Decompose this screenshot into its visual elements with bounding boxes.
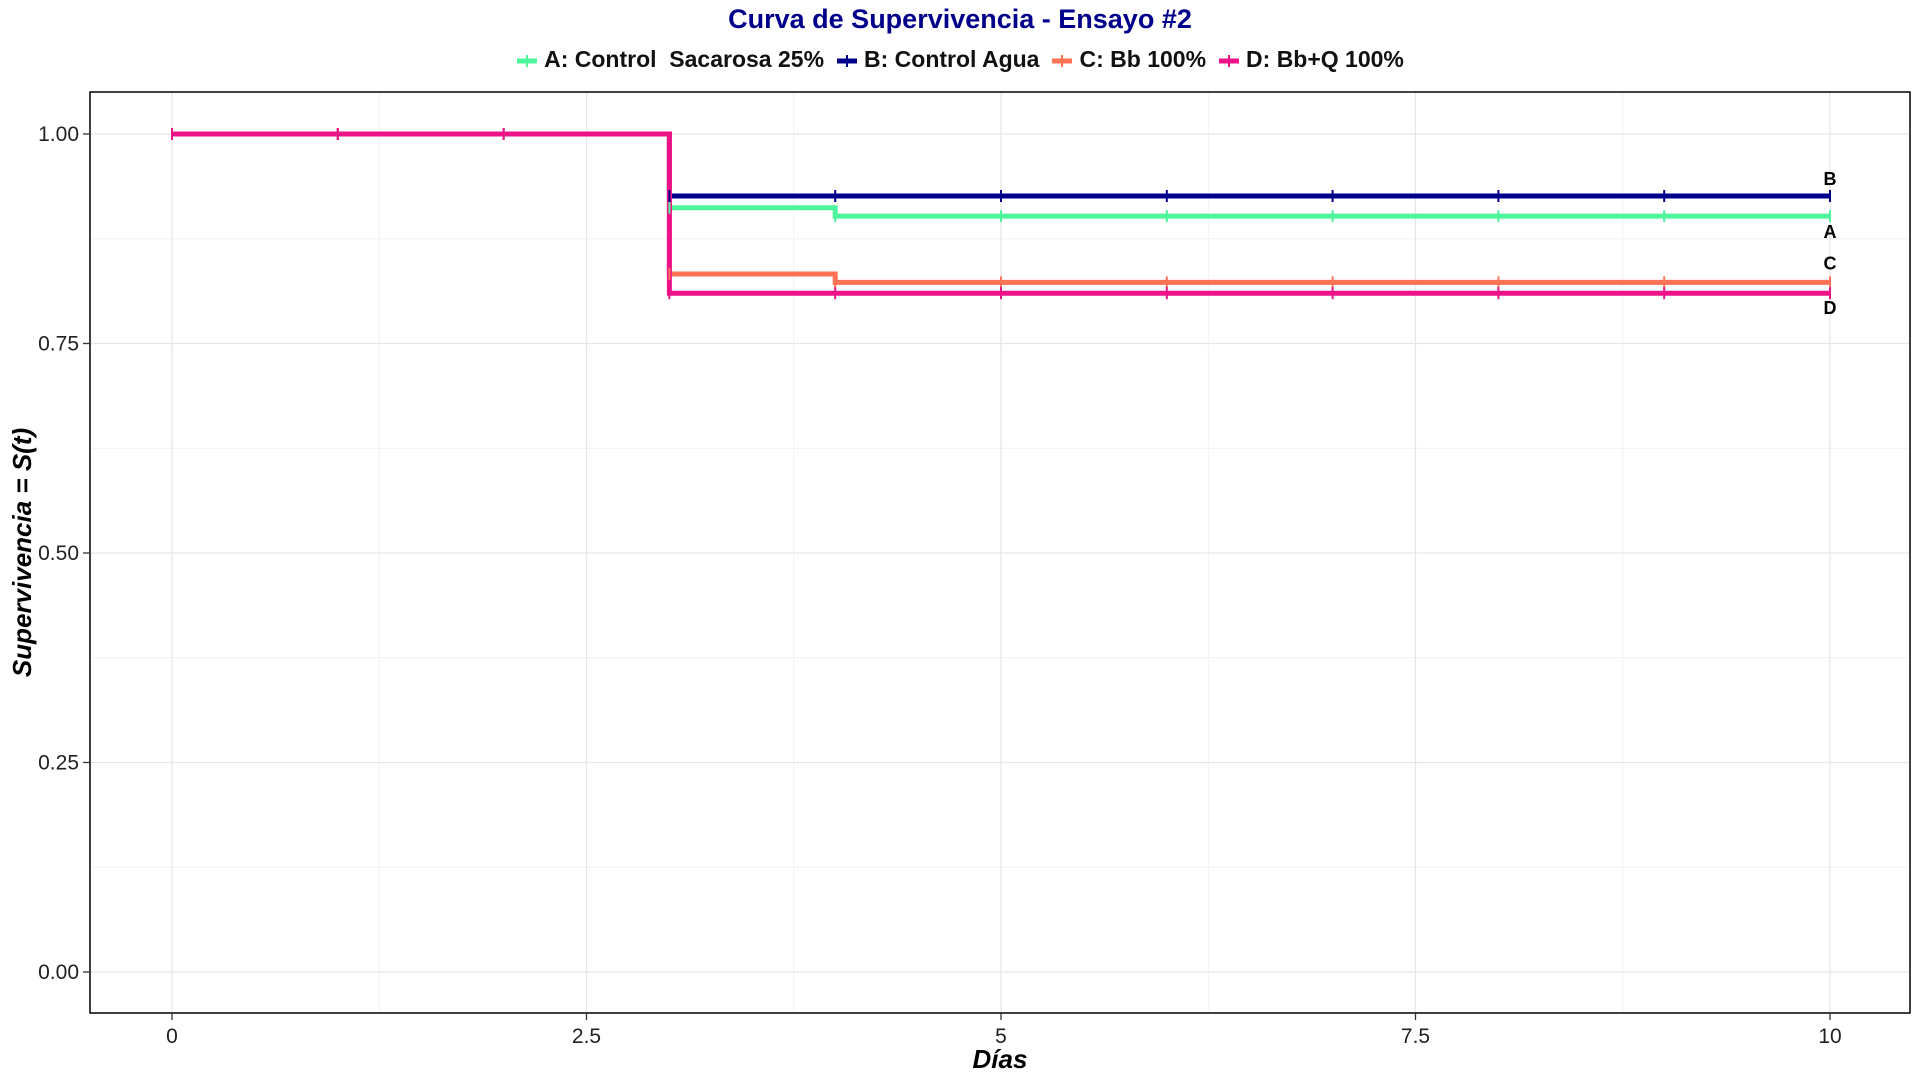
series-end-label-B: B [1824, 169, 1837, 189]
legend-label-D: D: Bb+Q 100% [1246, 46, 1404, 72]
x-tick-label: 2.5 [572, 1025, 601, 1048]
legend-key-B [837, 54, 858, 67]
legend-item-C: C: Bb 100% [1051, 46, 1206, 73]
y-tick-label: 1.00 [38, 123, 79, 146]
y-tick-label: 0.00 [38, 961, 79, 984]
legend-key-C [1052, 54, 1073, 67]
legend-item-A: A: Control Sacarosa 25% [516, 46, 824, 73]
y-tick-label: 0.50 [38, 542, 79, 565]
y-tick-label: 0.25 [38, 752, 79, 775]
x-tick-label: 10 [1818, 1025, 1841, 1048]
series-end-label-D: D [1824, 298, 1837, 318]
x-tick-label: 0 [166, 1025, 178, 1048]
x-tick-label: 5 [995, 1025, 1007, 1048]
legend: A: Control Sacarosa 25% B: Control Agua C:… [0, 46, 1920, 73]
legend-label-A: A: Control Sacarosa 25% [544, 46, 825, 72]
legend-item-B: B: Control Agua [836, 46, 1039, 73]
x-axis-title: Días [973, 1044, 1028, 1074]
legend-key-D [1219, 54, 1240, 67]
y-tick-label: 0.75 [38, 333, 79, 356]
legend-label-B: B: Control Agua [864, 46, 1040, 72]
x-tick-label: 7.5 [1401, 1025, 1430, 1048]
chart-title: Curva de Supervivencia - Ensayo #2 [728, 4, 1192, 34]
series-end-label-A: A [1824, 222, 1837, 242]
legend-label-C: C: Bb 100% [1079, 46, 1207, 72]
series-end-label-C: C [1824, 253, 1837, 273]
legend-item-D: D: Bb+Q 100% [1218, 46, 1404, 73]
y-axis-title: Supervivencia = S(t) [7, 428, 37, 677]
legend-key-A [517, 54, 538, 67]
